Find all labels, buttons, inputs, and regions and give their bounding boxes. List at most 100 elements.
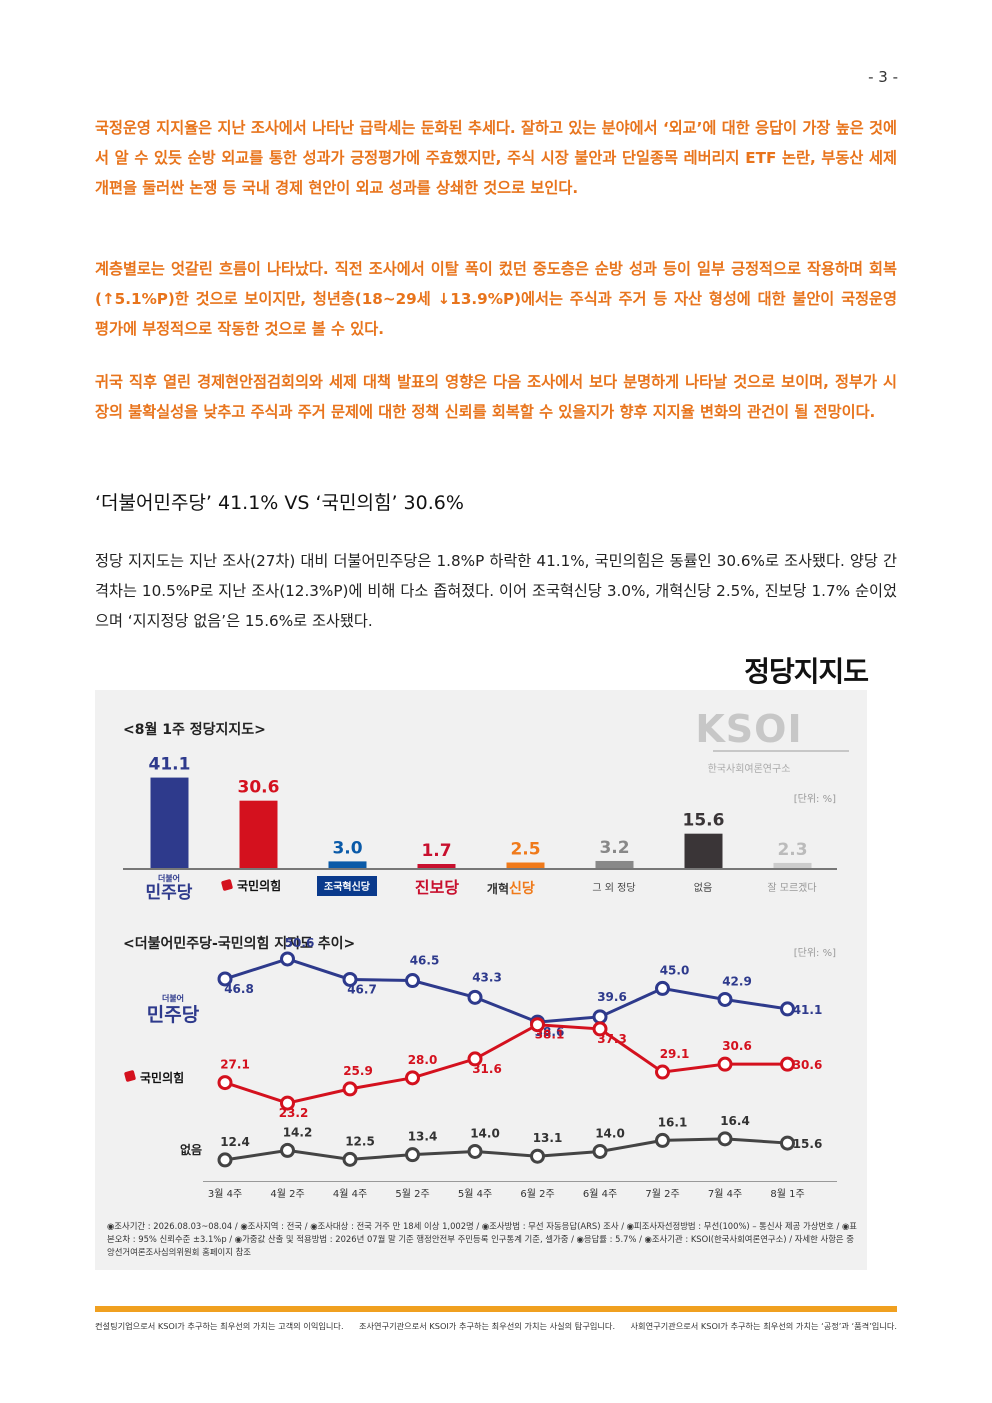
line-point-1-3 [405, 1070, 420, 1086]
line-point-0-0 [217, 971, 233, 987]
minjoo-logo-small: 더불어 [158, 873, 180, 883]
line-value-label-0-2: 46.7 [347, 982, 377, 996]
bar-chart-unit: [단위: %] [794, 792, 836, 805]
line-point-0-7 [655, 980, 670, 996]
bar-3 [417, 864, 456, 868]
x-tick-label-8: 7월 4주 [708, 1188, 742, 1200]
line-value-label-0-0: 46.8 [224, 982, 254, 996]
bar-7 [773, 862, 812, 868]
line-value-label-1-8: 30.6 [722, 1039, 752, 1053]
analysis-paragraph-2: 계층별로는 엇갈린 흐름이 나타났다. 직전 조사에서 이탈 폭이 컸던 중도층… [95, 260, 897, 338]
minjoo-logo-text: 민주당 [146, 883, 193, 903]
bar-baseline [123, 868, 837, 870]
analysis-paragraph-1: 국정운영 지지율은 지난 조사에서 나타난 급락세는 둔화된 추세다. 잘하고 … [95, 119, 897, 197]
line-label-ppp: 국민의힘 [124, 1070, 184, 1085]
bar-6 [684, 833, 723, 868]
line-value-label-2-2: 12.5 [345, 1134, 375, 1148]
line-value-label-2-5: 13.1 [533, 1131, 563, 1145]
jokuk-logo-text: 조국혁신당 [324, 880, 371, 893]
line-point-1-5 [530, 1017, 545, 1033]
bar-chart-title: <8월 1주 정당지지도> [123, 721, 266, 738]
line-point-1-6 [592, 1021, 608, 1037]
line-chart-unit: [단위: %] [794, 946, 836, 959]
line-series-2 [224, 1137, 788, 1162]
jokuk-logo: 조국혁신당 [317, 876, 377, 896]
x-tick-label-1: 4월 2주 [270, 1188, 304, 1200]
line-value-label-1-6: 37.3 [597, 1032, 627, 1046]
footer-text-2: 조사연구기관으로서 KSOI가 추구하는 최우선의 가치는 사실의 탐구입니다. [358, 1321, 616, 1331]
line-value-label-2-1: 14.2 [283, 1125, 313, 1139]
line-minjoo-small: 더불어 [162, 993, 184, 1003]
line-chart-title: <더불어민주당-국민의힘 지지도 추이> [123, 935, 355, 952]
line-value-label-0-6: 39.6 [597, 990, 627, 1004]
bar-value-label-0: 41.1 [149, 755, 191, 775]
ksoi-logo-text: KSOI [695, 707, 802, 751]
bar-value-label-4: 2.5 [510, 840, 540, 860]
bar-value-label-7: 2.3 [777, 840, 807, 860]
line-point-0-6 [592, 1009, 608, 1025]
line-point-2-4 [467, 1143, 483, 1159]
etc-label: 그 외 정당 [592, 882, 635, 894]
bar-value-label-3: 1.7 [421, 841, 451, 861]
chart-block-title: 정당지지도 [744, 655, 869, 688]
ksoi-logo: KSOI 한국사회여론연구소 [695, 707, 849, 775]
line-point-0-9 [780, 1001, 795, 1017]
jinbo-logo: 진보당 [415, 878, 459, 897]
line-point-0-8 [717, 991, 733, 1007]
line-value-label-2-0: 12.4 [220, 1135, 250, 1149]
analysis-paragraph-3: 귀국 직후 열린 경제현안점검회의와 세제 대책 발표의 영향은 다음 조사에서… [95, 373, 897, 421]
x-tick-label-4: 5월 4주 [458, 1188, 492, 1200]
line-value-label-1-3: 28.0 [408, 1053, 438, 1067]
line-point-2-2 [342, 1151, 358, 1167]
line-value-label-0-1: 50.6 [285, 936, 315, 950]
line-value-label-0-8: 42.9 [722, 974, 752, 988]
gaehyuk-logo: 개혁 신당 [487, 880, 535, 897]
line-point-1-2 [342, 1081, 358, 1097]
x-tick-label-6: 6월 4주 [583, 1188, 617, 1200]
line-point-2-8 [717, 1131, 733, 1147]
minjoo-logo: 더불어 민주당 [146, 873, 193, 903]
line-value-label-1-9: 30.6 [793, 1058, 823, 1072]
line-value-label-1-4: 31.6 [472, 1062, 502, 1076]
ksoi-logo-subtitle: 한국사회여론연구소 [708, 763, 791, 775]
line-value-label-1-7: 29.1 [660, 1047, 690, 1061]
line-point-1-4 [467, 1051, 483, 1067]
line-point-0-1 [280, 951, 295, 967]
gaehyuk-logo-a: 개혁 [487, 881, 509, 896]
line-point-2-7 [655, 1132, 670, 1148]
x-tick-label-5: 6월 2주 [520, 1188, 554, 1200]
bar-series: 41.1 30.6 3.0 1.7 2.5 3.2 15.6 2.3 [149, 755, 812, 868]
page-number: - 3 - [868, 68, 898, 86]
line-value-label-2-9: 15.6 [793, 1137, 823, 1151]
line-point-2-3 [405, 1147, 420, 1163]
line-series-1 [224, 1023, 788, 1105]
party-label-row: 더불어 민주당 국민의힘 조국혁신당 진보당 개혁 신당 그 외 정당 없음 잘… [146, 873, 817, 903]
gaehyuk-logo-b: 신당 [509, 880, 535, 897]
ppp-logo-mark [221, 879, 233, 891]
line-series-0 [224, 957, 788, 1024]
ppp-logo-text: 국민의힘 [237, 878, 281, 893]
line-point-0-4 [467, 989, 483, 1005]
line-value-label-1-2: 25.9 [343, 1064, 373, 1078]
chart-panel: KSOI 한국사회여론연구소 <8월 1주 정당지지도> [단위: %] 41.… [95, 690, 867, 1270]
line-value-label-1-0: 27.1 [220, 1058, 250, 1072]
line-point-1-9 [780, 1056, 795, 1072]
line-series-group: 46.850.646.746.543.338.639.645.042.941.1… [217, 936, 823, 1168]
line-point-1-1 [280, 1095, 295, 1111]
line-value-label-0-9: 41.1 [793, 1003, 823, 1017]
dunno-label: 잘 모르겠다 [767, 882, 816, 894]
bar-1 [239, 800, 278, 868]
bar-value-label-2: 3.0 [332, 838, 362, 858]
section-heading: ‘더불어민주당’ 41.1% VS ‘국민의힘’ 30.6% [95, 492, 464, 514]
bar-value-label-1: 30.6 [238, 778, 280, 798]
line-value-label-0-7: 45.0 [660, 963, 690, 977]
line-ppp-name: 국민의힘 [140, 1070, 184, 1085]
x-tick-label-3: 5월 2주 [395, 1188, 429, 1200]
line-point-0-3 [405, 973, 420, 989]
bar-value-label-6: 15.6 [683, 811, 725, 831]
line-point-0-2 [342, 971, 358, 987]
line-minjoo-name: 민주당 [147, 1004, 200, 1026]
x-tick-label-9: 8월 1주 [770, 1188, 804, 1200]
line-point-2-6 [592, 1143, 608, 1159]
line-value-label-0-3: 46.5 [410, 954, 440, 968]
